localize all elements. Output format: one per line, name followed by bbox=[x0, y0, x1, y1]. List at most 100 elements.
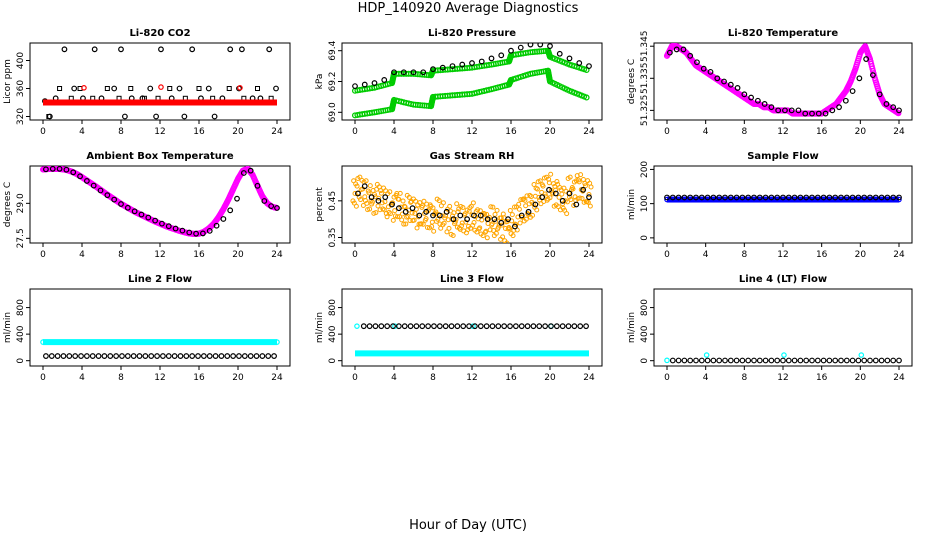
data-point bbox=[550, 191, 556, 197]
data-point bbox=[785, 357, 792, 364]
data-point bbox=[478, 58, 485, 65]
data-point bbox=[803, 194, 810, 201]
x-tick-label: 4 bbox=[79, 250, 85, 260]
data-point bbox=[498, 219, 505, 226]
data-point bbox=[883, 101, 890, 107]
x-tick-label: 16 bbox=[505, 127, 517, 137]
x-tick-label: 8 bbox=[430, 127, 436, 137]
data-point bbox=[727, 81, 734, 88]
data-point bbox=[394, 191, 400, 197]
data-point bbox=[664, 194, 670, 201]
data-point bbox=[165, 353, 172, 359]
data-point bbox=[387, 189, 393, 195]
data-point bbox=[439, 64, 446, 71]
data-point bbox=[815, 110, 822, 117]
y-tick-label: 800 bbox=[328, 299, 338, 316]
data-point bbox=[253, 353, 260, 359]
data-point bbox=[669, 194, 676, 201]
data-point bbox=[896, 357, 902, 364]
data-point bbox=[517, 44, 524, 51]
data-point bbox=[785, 194, 792, 201]
data-point bbox=[83, 178, 90, 184]
data-marks bbox=[664, 194, 902, 203]
data-marks bbox=[354, 323, 589, 357]
data-point bbox=[516, 201, 522, 207]
data-point bbox=[444, 229, 450, 235]
data-point bbox=[148, 353, 155, 359]
data-point bbox=[577, 323, 584, 330]
data-point bbox=[710, 194, 717, 201]
data-point bbox=[480, 233, 486, 239]
data-point bbox=[780, 194, 786, 201]
data-point bbox=[61, 46, 68, 53]
data-point bbox=[81, 85, 87, 91]
y-axis-label: degrees C bbox=[627, 59, 637, 104]
data-point bbox=[510, 233, 516, 239]
data-point bbox=[532, 201, 539, 208]
data-point bbox=[559, 191, 565, 197]
data-point bbox=[751, 194, 757, 201]
data-point bbox=[400, 69, 407, 76]
data-point bbox=[675, 194, 682, 201]
data-point bbox=[118, 201, 124, 207]
data-point bbox=[401, 203, 407, 209]
data-marks bbox=[663, 43, 902, 117]
data-point bbox=[667, 49, 673, 56]
data-point bbox=[788, 107, 795, 114]
data-point bbox=[577, 195, 583, 201]
data-point bbox=[409, 205, 416, 212]
data-point bbox=[466, 323, 472, 330]
data-point bbox=[224, 353, 231, 359]
y-tick-label: 100 bbox=[640, 195, 650, 212]
data-point bbox=[430, 66, 436, 73]
y-tick-label: 320 bbox=[16, 108, 26, 125]
data-point bbox=[477, 225, 483, 231]
data-point bbox=[158, 46, 164, 53]
data-point bbox=[768, 194, 775, 201]
y-tick-label: 0.35 bbox=[328, 227, 338, 247]
data-point bbox=[494, 207, 500, 213]
data-point bbox=[867, 357, 873, 364]
data-point bbox=[213, 222, 220, 229]
data-point bbox=[448, 323, 455, 330]
data-point bbox=[104, 86, 110, 91]
y-tick-label: 400 bbox=[16, 325, 26, 342]
data-point bbox=[741, 91, 748, 98]
x-tick-label: 0 bbox=[352, 250, 358, 260]
data-point bbox=[507, 226, 513, 232]
data-point bbox=[375, 197, 382, 204]
data-point bbox=[90, 182, 97, 189]
data-point bbox=[441, 220, 447, 226]
data-point bbox=[366, 323, 373, 330]
series-minute-data bbox=[350, 171, 594, 243]
x-tick-label: 0 bbox=[40, 373, 46, 383]
y-axis-label: ml/min bbox=[627, 189, 637, 220]
data-point bbox=[355, 190, 361, 197]
data-point bbox=[669, 357, 676, 364]
data-point bbox=[460, 205, 466, 211]
x-tick-label: 16 bbox=[816, 127, 828, 137]
data-point bbox=[536, 194, 542, 200]
data-point bbox=[413, 323, 420, 330]
x-tick-label: 8 bbox=[118, 250, 124, 260]
data-point bbox=[727, 194, 734, 201]
data-point bbox=[872, 357, 879, 364]
y-tick-label: 0 bbox=[328, 358, 338, 364]
data-point bbox=[556, 194, 562, 200]
series-minute-data bbox=[40, 339, 280, 346]
data-point bbox=[268, 203, 275, 210]
data-point bbox=[849, 88, 856, 95]
data-point bbox=[469, 60, 475, 66]
panel-title: Sample Flow bbox=[747, 151, 819, 162]
series-lower-green-band bbox=[351, 67, 590, 119]
data-point bbox=[700, 65, 707, 72]
x-tick-label: 0 bbox=[664, 250, 670, 260]
y-tick-label: 200 bbox=[640, 161, 650, 178]
data-point bbox=[457, 212, 464, 219]
data-point bbox=[172, 225, 179, 232]
data-point bbox=[809, 194, 815, 201]
y-tick-label: 51.335 bbox=[640, 63, 650, 95]
panel-title: Ambient Box Temperature bbox=[86, 151, 233, 162]
data-point bbox=[463, 219, 469, 225]
data-point bbox=[130, 353, 137, 359]
